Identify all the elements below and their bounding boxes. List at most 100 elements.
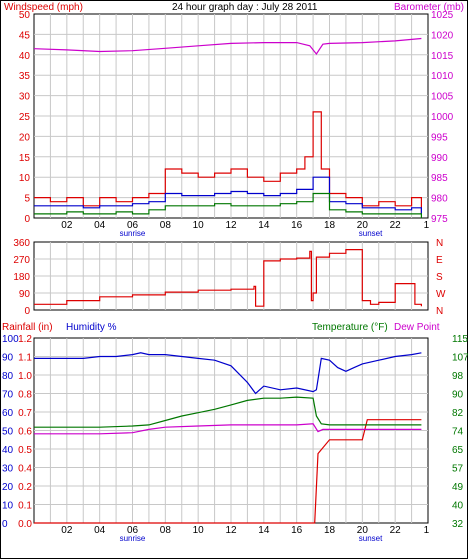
x-marker-label: sunset xyxy=(359,534,383,543)
windspeed-barometer-chart: 02 04 06 08 10 12 14 16 18 20 22 1 sunrise sunset 0 5 10… xyxy=(19,10,454,238)
x-tick-label: 16 xyxy=(291,220,303,231)
x-tick-label: 20 xyxy=(357,525,369,536)
y-tick-label: 180 xyxy=(13,272,30,283)
rainfall-tick-label: 1.2 xyxy=(18,334,32,345)
x-tick-label: 1 xyxy=(424,220,430,231)
humidity-tick-label: 50 xyxy=(2,427,14,438)
y-tick-label: 15 xyxy=(19,153,31,164)
y-tick-label: 40 xyxy=(19,51,31,62)
x-tick-label: 06 xyxy=(127,525,139,536)
humidity-tick-label: 100 xyxy=(2,334,19,345)
x-tick-label: 02 xyxy=(61,220,73,231)
x-tick-label: 12 xyxy=(225,525,237,536)
y-tick-label: 0 xyxy=(24,306,30,317)
y-tick-label: 20 xyxy=(19,132,31,143)
temperature-tick-label: 74 xyxy=(452,427,464,438)
right-axis-label: Barometer (mb) xyxy=(394,2,464,13)
series-line xyxy=(34,192,422,218)
temperature-tick-label: 98 xyxy=(452,371,464,382)
x-tick-label: 04 xyxy=(94,525,106,536)
wind-direction-line xyxy=(34,249,422,307)
x-tick-label: 20 xyxy=(357,220,369,231)
y-tick-label: 270 xyxy=(13,255,30,266)
compass-tick-label: S xyxy=(436,272,443,283)
humidity-tick-label: 30 xyxy=(2,464,14,475)
y-tick-label: 45 xyxy=(19,30,31,41)
x-tick-label: 1 xyxy=(424,525,430,536)
y-tick-label: 50 xyxy=(19,10,31,21)
y-tick-label: 90 xyxy=(19,289,31,300)
x-tick-label: 06 xyxy=(127,220,139,231)
humidity-tick-label: 80 xyxy=(2,371,14,382)
rainfall-tick-label: 0.1 xyxy=(18,501,32,512)
x-tick-label: 10 xyxy=(193,220,205,231)
rainfall-axis-label: Rainfall (in) xyxy=(2,322,53,333)
humidity-tick-label: 10 xyxy=(2,501,14,512)
left-axis-label: Windspeed (mph) xyxy=(4,2,83,13)
humidity-tick-label: 70 xyxy=(2,390,14,401)
x-tick-label: 18 xyxy=(324,220,336,231)
x-tick-label: 12 xyxy=(225,220,237,231)
humidity-tick-label: 90 xyxy=(2,353,14,364)
temperature-tick-label: 57 xyxy=(452,464,464,475)
compass-tick-label: E xyxy=(436,255,443,266)
temperature-tick-label: 115 xyxy=(452,334,468,345)
x-tick-label: 18 xyxy=(324,525,336,536)
temperature-tick-label: 90 xyxy=(452,390,464,401)
series-line xyxy=(34,111,422,214)
y2-tick-label: 990 xyxy=(431,153,448,164)
humidity-tick-label: 0 xyxy=(2,519,8,530)
x-marker-label: sunrise xyxy=(120,229,146,238)
rainfall-tick-label: 0.2 xyxy=(18,482,32,493)
compass-tick-label: W xyxy=(436,289,446,300)
temperature-tick-label: 107 xyxy=(452,353,468,364)
rainfall-tick-label: 0.6 xyxy=(18,427,32,438)
x-marker-label: sunset xyxy=(359,229,383,238)
y-tick-label: 35 xyxy=(19,71,31,82)
humidity-tick-label: 60 xyxy=(2,408,14,419)
rainfall-tick-label: 0.7 xyxy=(18,408,32,419)
x-tick-label: 22 xyxy=(390,220,402,231)
rainfall-tick-label: 0.8 xyxy=(18,390,32,401)
series-line xyxy=(34,419,422,524)
y2-tick-label: 1020 xyxy=(431,30,454,41)
rainfall-tick-label: 0.5 xyxy=(18,445,32,456)
rain-humidity-temp-chart: 02 04 06 08 10 12 14 16 18 20 22 1 sunrise sunset 0 0.0… xyxy=(2,334,468,543)
y2-tick-label: 1005 xyxy=(431,92,454,103)
series-line xyxy=(34,352,422,395)
temperature-tick-label: 40 xyxy=(452,501,464,512)
y2-tick-label: 1010 xyxy=(431,71,454,82)
x-tick-label: 16 xyxy=(291,525,303,536)
y2-tick-label: 975 xyxy=(431,214,448,225)
rainfall-tick-label: 0.0 xyxy=(18,519,32,530)
dewpoint-axis-label: Dew Point xyxy=(394,322,440,333)
series-line xyxy=(34,176,422,214)
rainfall-tick-label: 0.4 xyxy=(18,464,32,475)
x-tick-label: 14 xyxy=(258,220,270,231)
y2-tick-label: 995 xyxy=(431,132,448,143)
rainfall-tick-label: 1.0 xyxy=(18,371,32,382)
y2-tick-label: 1015 xyxy=(431,51,454,62)
x-tick-label: 14 xyxy=(258,525,270,536)
barometer-series-line xyxy=(33,37,422,56)
chart-title: 24 hour graph day : July 28 2011 xyxy=(172,2,318,13)
y-tick-label: 5 xyxy=(24,194,30,205)
y-tick-label: 25 xyxy=(19,112,31,123)
series-line xyxy=(34,423,422,435)
compass-tick-label: N xyxy=(436,238,443,249)
temperature-axis-label: Temperature (°F) xyxy=(312,322,388,333)
humidity-axis-label: Humidity % xyxy=(66,322,117,333)
x-tick-label: 04 xyxy=(94,220,106,231)
y2-tick-label: 980 xyxy=(431,194,448,205)
compass-tick-label: N xyxy=(436,306,443,317)
y-tick-label: 0 xyxy=(24,214,30,225)
y-tick-label: 360 xyxy=(13,238,30,249)
temperature-tick-label: 32 xyxy=(452,519,464,530)
x-tick-label: 08 xyxy=(160,525,172,536)
x-tick-label: 22 xyxy=(390,525,402,536)
rainfall-tick-label: 1.1 xyxy=(18,353,32,364)
y-tick-label: 10 xyxy=(19,173,31,184)
y2-tick-label: 1000 xyxy=(431,112,454,123)
x-tick-label: 02 xyxy=(61,525,73,536)
